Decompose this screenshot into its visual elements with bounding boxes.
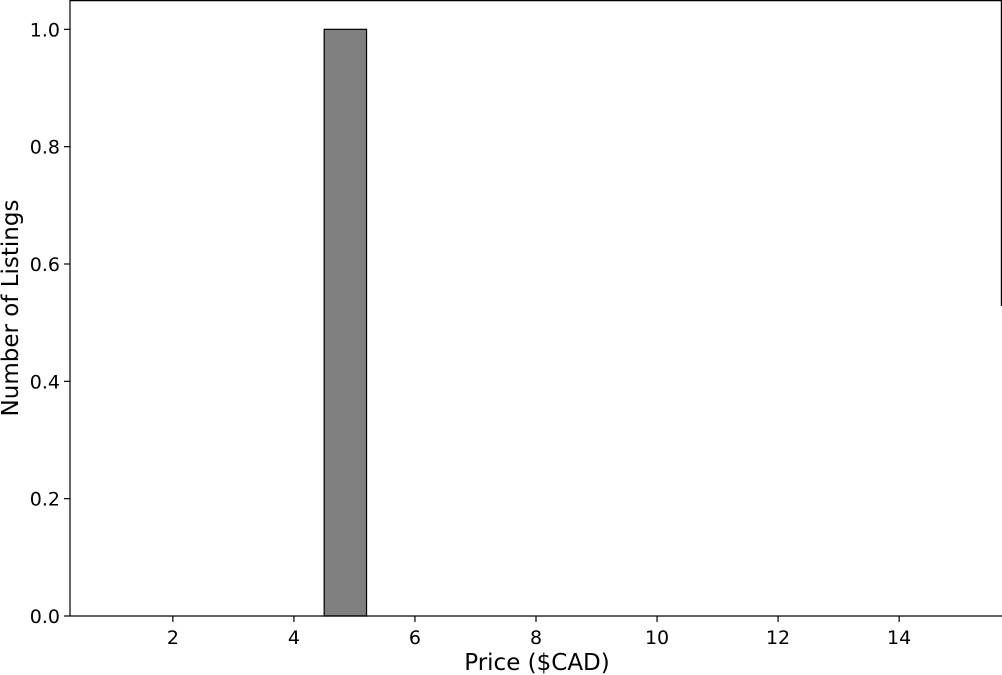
histogram-bar-5 — [323, 28, 368, 617]
y-tick-label-0.0: 0.0 — [30, 606, 60, 628]
x-tick-label-10: 10 — [645, 627, 669, 649]
x-tick-label-12: 12 — [766, 627, 790, 649]
x-tick-label-14: 14 — [887, 627, 911, 649]
x-tick-label-4: 4 — [288, 627, 300, 649]
y-tick-label-0.2: 0.2 — [30, 489, 60, 511]
x-tick-label-2: 2 — [167, 627, 179, 649]
y-tick-label-1.0: 1.0 — [30, 19, 60, 41]
x-tick-label-8: 8 — [530, 627, 542, 649]
y-axis-label: Number of Listings — [0, 200, 24, 417]
x-tick-label-6: 6 — [409, 627, 421, 649]
x-axis-label: Price ($CAD) — [464, 650, 610, 675]
bars — [323, 28, 368, 617]
axes-frame — [69, 0, 1002, 617]
x-ticks: 2 4 6 8 10 12 14 — [167, 616, 911, 649]
y-tick-label-0.6: 0.6 — [30, 254, 60, 276]
y-tick-label-0.8: 0.8 — [30, 137, 60, 159]
y-ticks: 0.0 0.2 0.4 0.6 0.8 1.0 — [30, 19, 70, 628]
y-tick-label-0.4: 0.4 — [30, 371, 60, 393]
